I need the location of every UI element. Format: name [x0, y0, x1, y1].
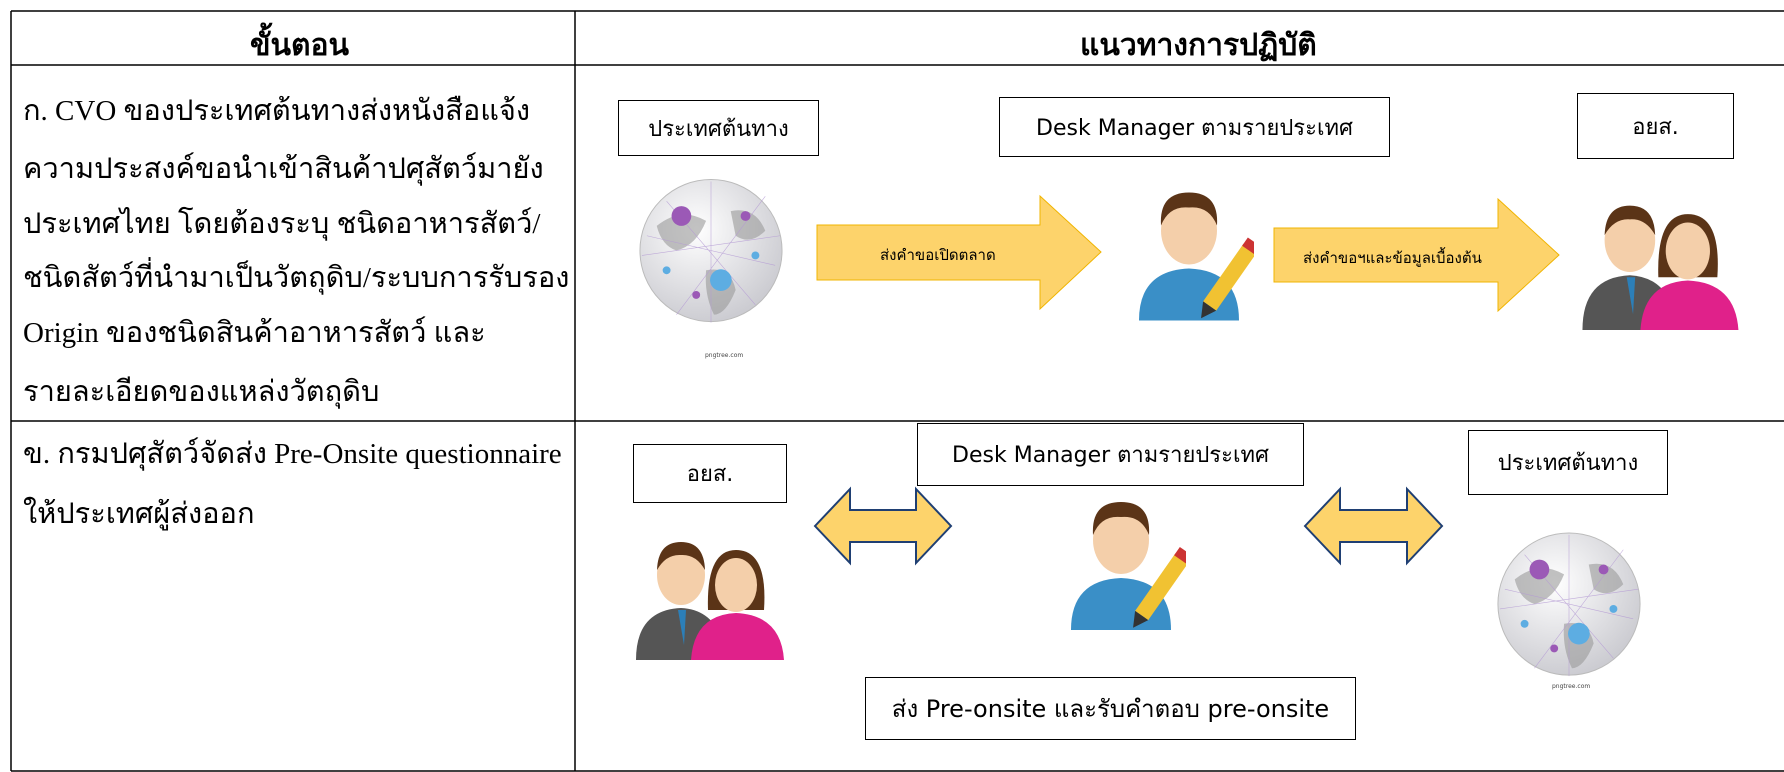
step-text: ชนิดสัตว์ที่นำมาเป็นวัตถุดิบ/ระบบการรับร… [23, 262, 570, 294]
step-text: ก. CVO ของประเทศต้นทางส่งหนังสือแจ้ง [23, 95, 531, 127]
arrow [1273, 197, 1560, 313]
label-box: Desk Manager ตามรายประเทศ [999, 97, 1390, 157]
globe-icon [639, 178, 783, 324]
arrow-label: ส่งคำขอเปิดตลาด [880, 246, 996, 264]
label-box: ประเทศต้นทาง [1468, 430, 1668, 495]
header-cell: ขั้นตอน [250, 29, 350, 62]
arrow [816, 194, 1102, 311]
couple-icon [636, 542, 784, 660]
label-box: อยส. [1577, 93, 1734, 159]
label-box: Desk Manager ตามรายประเทศ [917, 423, 1304, 486]
step-text: ข. กรมปศุสัตว์จัดส่ง Pre-Onsite question… [23, 438, 562, 470]
label-box: ประเทศต้นทาง [618, 100, 819, 156]
credit: pngtree.com [1552, 683, 1591, 690]
label-box: อยส. [633, 444, 787, 503]
header-cell: แนวทางการปฏิบัติ [1080, 29, 1317, 62]
arrow-label: ส่งคำขอฯและข้อมูลเบื้องต้น [1303, 249, 1482, 267]
double-arrow [1303, 486, 1444, 566]
person-icon [1071, 502, 1186, 630]
double-arrow [813, 486, 953, 566]
step-text: Origin ของชนิดสินค้าอาหารสัตว์ และ [23, 317, 486, 349]
step-text: ประเทศไทย โดยต้องระบุ ชนิดอาหารสัตว์/ [23, 208, 541, 240]
credit: pngtree.com [705, 352, 744, 359]
label-box: ส่ง Pre-onsite และรับคำตอบ pre-onsite [865, 677, 1356, 740]
step-text: ความประสงค์ขอนำเข้าสินค้าปศุสัตว์มายัง [23, 153, 544, 185]
person-icon [1139, 192, 1254, 323]
step-text: ให้ประเทศผู้ส่งออก [23, 498, 255, 530]
couple-icon [1582, 205, 1739, 330]
step-text: รายละเอียดของแหล่งวัตถุดิบ [23, 376, 380, 408]
table-grid [10, 10, 1784, 772]
globe-icon [1497, 532, 1641, 677]
